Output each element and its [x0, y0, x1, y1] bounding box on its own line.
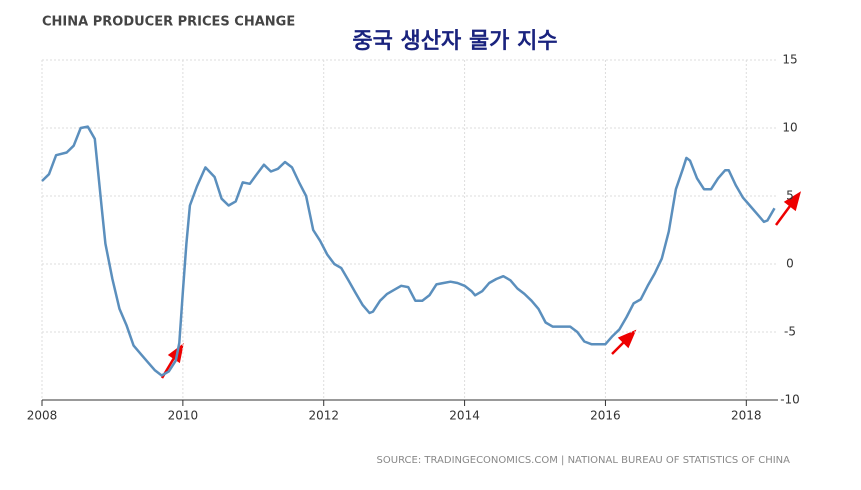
source: SOURCE: TRADINGECONOMICS.COM | NATIONAL …: [377, 455, 791, 466]
y-tick-label: -10: [780, 393, 800, 407]
x-tick-label: 2018: [731, 409, 762, 423]
line-series: [41, 125, 776, 377]
x-tick-label: 2012: [308, 409, 339, 423]
y-tick-label: 5: [786, 189, 794, 203]
y-tick-label: 10: [782, 121, 797, 135]
y-tick-label: 0: [786, 257, 794, 271]
y-tick-label: 15: [782, 53, 797, 67]
chart-subtitle: 중국 생산자 물가 지수: [352, 28, 557, 54]
x-tick-label: 2014: [449, 409, 480, 423]
x-tick-label: 2010: [168, 409, 199, 423]
arrows: [160, 191, 802, 379]
x-tick-label: 2016: [590, 409, 621, 423]
chart-title: CHINA PRODUCER PRICES CHANGE: [42, 15, 295, 30]
y-tick-label: -5: [784, 325, 796, 339]
x-tick-label: 2008: [27, 409, 58, 423]
